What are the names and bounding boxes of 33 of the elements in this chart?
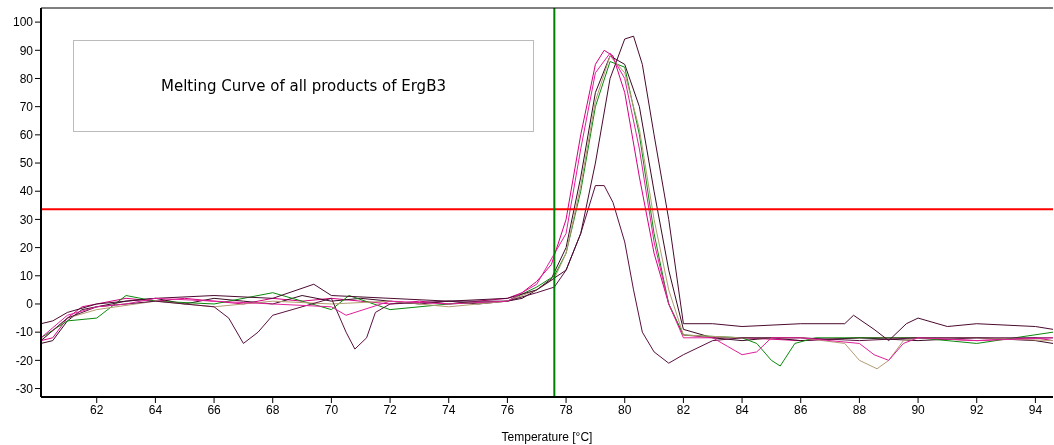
y-tick-label: -30 bbox=[15, 381, 34, 396]
x-tick-label: 74 bbox=[442, 402, 456, 417]
y-tick-label: -10 bbox=[15, 325, 34, 340]
x-tick-label: 88 bbox=[852, 402, 867, 417]
x-tick-label: 78 bbox=[559, 402, 574, 417]
x-tick-label: 94 bbox=[1028, 402, 1043, 417]
x-tick-label: 66 bbox=[207, 402, 222, 417]
y-tick-label: 80 bbox=[19, 71, 34, 86]
y-tick-label: 30 bbox=[19, 212, 34, 227]
title-frame: Melting Curve of all products of ErgB3 bbox=[73, 40, 534, 132]
x-tick-label: 70 bbox=[324, 402, 339, 417]
x-tick-label: 76 bbox=[500, 402, 515, 417]
x-tick-label: 72 bbox=[383, 402, 398, 417]
x-tick-label: 84 bbox=[735, 402, 750, 417]
x-axis-title: Temperature [°C] bbox=[501, 430, 593, 444]
x-tick-label: 80 bbox=[618, 402, 632, 417]
x-tick-label: 90 bbox=[911, 402, 926, 417]
x-tick-label: 68 bbox=[266, 402, 280, 417]
y-tick-label: -20 bbox=[15, 353, 34, 368]
x-tick-label: 82 bbox=[676, 402, 691, 417]
y-tick-label: 10 bbox=[19, 269, 34, 284]
x-tick-label: 62 bbox=[90, 402, 104, 417]
y-tick-label: 90 bbox=[19, 43, 34, 58]
y-tick-label: 40 bbox=[19, 184, 34, 199]
y-tick-label: 100 bbox=[12, 15, 34, 30]
y-tick-label: 60 bbox=[19, 128, 34, 143]
y-tick-label: 70 bbox=[19, 99, 34, 114]
y-tick-label: 0 bbox=[26, 297, 34, 312]
y-tick-label: 20 bbox=[19, 240, 34, 255]
x-tick-label: 86 bbox=[794, 402, 808, 417]
x-tick-label: 64 bbox=[148, 402, 163, 417]
x-tick-label: 92 bbox=[970, 402, 984, 417]
y-tick-label: 50 bbox=[19, 156, 34, 171]
